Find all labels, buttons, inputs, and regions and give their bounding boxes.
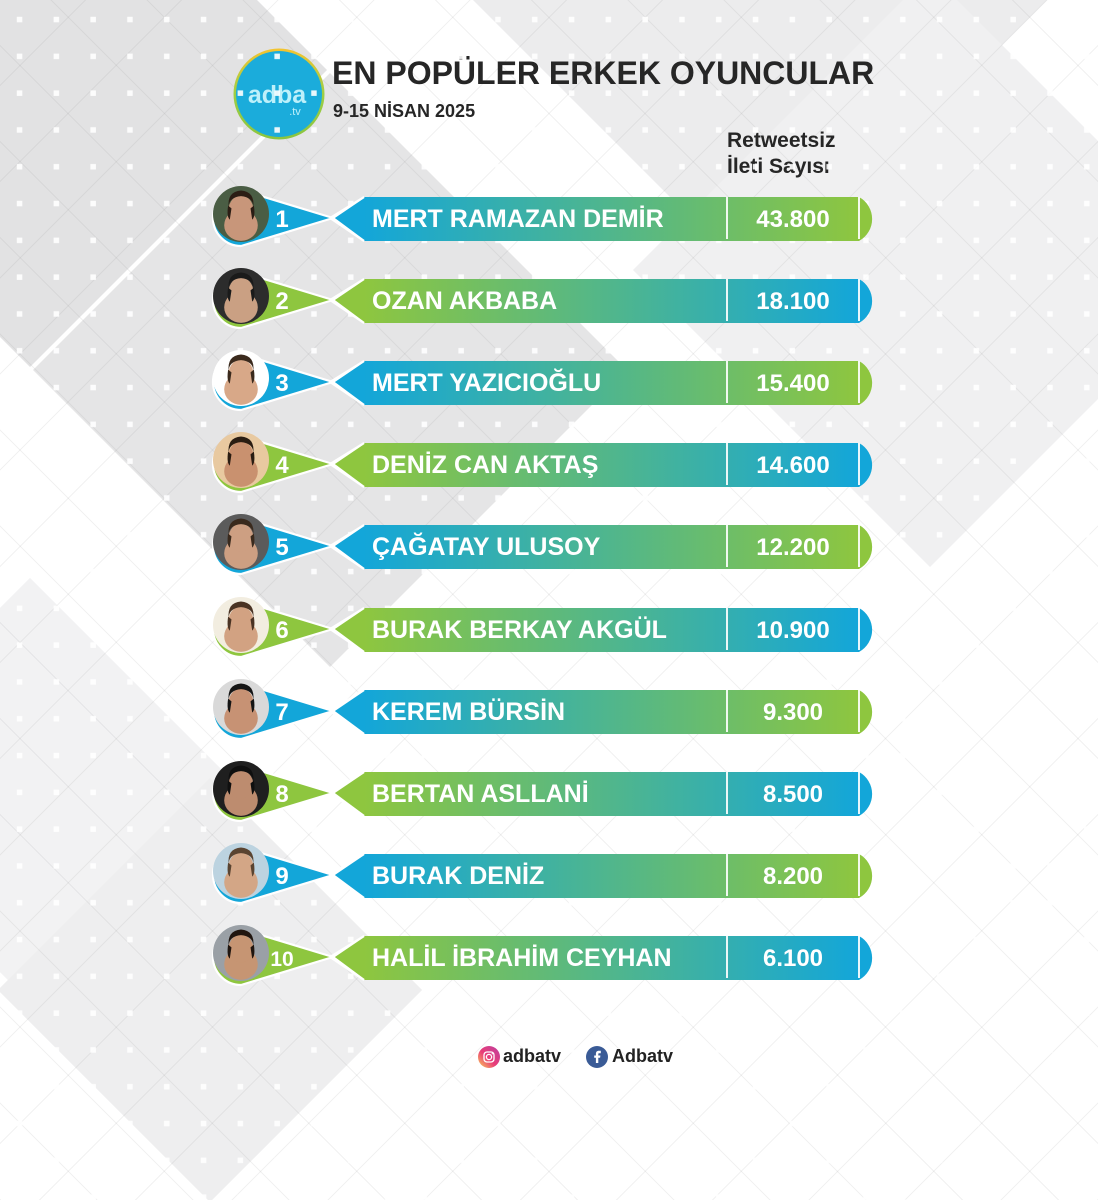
svg-text:ÇAĞATAY ULUSOY: ÇAĞATAY ULUSOY — [372, 532, 601, 561]
svg-text:BURAK DENİZ: BURAK DENİZ — [372, 862, 544, 890]
svg-text:10.900: 10.900 — [756, 617, 829, 644]
svg-text:MERT YAZICIOĞLU: MERT YAZICIOĞLU — [372, 368, 601, 397]
svg-text:4: 4 — [275, 452, 289, 479]
svg-text:10: 10 — [270, 948, 293, 971]
svg-text:5: 5 — [275, 534, 288, 561]
svg-text:14.600: 14.600 — [756, 452, 829, 479]
svg-text:8: 8 — [275, 781, 288, 808]
svg-text:8.200: 8.200 — [763, 863, 823, 890]
svg-text:OZAN AKBABA: OZAN AKBABA — [372, 287, 557, 315]
svg-text:15.400: 15.400 — [756, 370, 829, 397]
svg-text:KEREM BÜRSİN: KEREM BÜRSİN — [372, 697, 565, 726]
svg-text:18.100: 18.100 — [756, 288, 829, 315]
svg-text:8.500: 8.500 — [763, 781, 823, 808]
svg-text:6: 6 — [275, 617, 288, 644]
svg-text:DENİZ CAN AKTAŞ: DENİZ CAN AKTAŞ — [372, 451, 598, 479]
svg-text:MERT RAMAZAN DEMİR: MERT RAMAZAN DEMİR — [372, 205, 664, 233]
svg-text:BERTAN ASLLANİ: BERTAN ASLLANİ — [372, 780, 589, 808]
svg-text:HALİL İBRAHİM CEYHAN: HALİL İBRAHİM CEYHAN — [372, 944, 672, 972]
svg-text:9: 9 — [275, 863, 288, 890]
svg-text:9.300: 9.300 — [763, 699, 823, 726]
svg-text:7: 7 — [275, 699, 288, 726]
svg-text:6.100: 6.100 — [763, 945, 823, 972]
svg-text:1: 1 — [275, 206, 288, 233]
svg-text:43.800: 43.800 — [756, 206, 829, 233]
svg-text:12.200: 12.200 — [756, 534, 829, 561]
svg-text:3: 3 — [275, 370, 288, 397]
svg-text:2: 2 — [275, 288, 288, 315]
svg-text:BURAK BERKAY AKGÜL: BURAK BERKAY AKGÜL — [372, 615, 667, 644]
